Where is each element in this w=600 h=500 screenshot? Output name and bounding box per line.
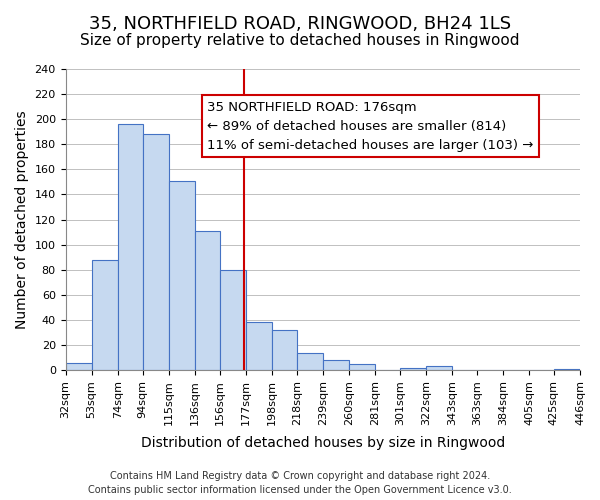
Bar <box>169 180 195 370</box>
Bar <box>554 369 580 370</box>
Text: 35 NORTHFIELD ROAD: 176sqm
← 89% of detached houses are smaller (814)
11% of sem: 35 NORTHFIELD ROAD: 176sqm ← 89% of deta… <box>207 100 533 152</box>
Bar <box>400 368 426 370</box>
Bar <box>195 231 220 370</box>
Bar <box>323 360 349 370</box>
Bar <box>296 352 323 370</box>
Bar <box>143 134 169 370</box>
Bar <box>246 322 272 370</box>
X-axis label: Distribution of detached houses by size in Ringwood: Distribution of detached houses by size … <box>140 436 505 450</box>
Y-axis label: Number of detached properties: Number of detached properties <box>15 110 29 329</box>
Bar <box>118 124 143 370</box>
Bar <box>426 366 452 370</box>
Bar <box>220 270 246 370</box>
Text: Contains HM Land Registry data © Crown copyright and database right 2024.
Contai: Contains HM Land Registry data © Crown c… <box>88 471 512 495</box>
Bar <box>349 364 375 370</box>
Bar <box>272 330 296 370</box>
Bar <box>65 362 92 370</box>
Text: 35, NORTHFIELD ROAD, RINGWOOD, BH24 1LS: 35, NORTHFIELD ROAD, RINGWOOD, BH24 1LS <box>89 15 511 33</box>
Text: Size of property relative to detached houses in Ringwood: Size of property relative to detached ho… <box>80 32 520 48</box>
Bar <box>92 260 118 370</box>
